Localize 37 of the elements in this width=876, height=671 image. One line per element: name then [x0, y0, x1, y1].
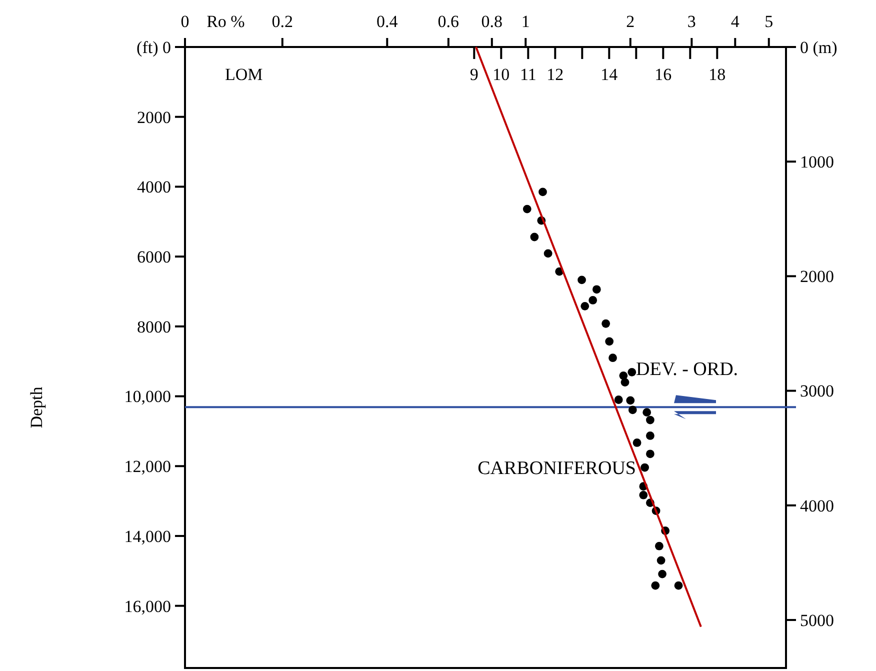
- y2-tick-label: 4000: [800, 496, 834, 516]
- x2-tick-label: 12: [546, 65, 564, 84]
- x-tick-label: 0.8: [481, 12, 503, 31]
- annotation: DEV. - ORD.: [636, 359, 738, 380]
- x2-tick-label: 18: [708, 65, 726, 84]
- y-tick-label: 6000: [137, 248, 171, 267]
- y-tick-label: (ft) 0: [136, 38, 171, 57]
- x2-tick-label: 16: [654, 65, 672, 84]
- y2-tick-label: 2000: [800, 267, 834, 286]
- y-axis-title: Depth: [27, 386, 46, 428]
- x-tick-label: 4: [730, 12, 740, 31]
- y-tick-label: 16,000: [124, 596, 171, 616]
- x2-tick-label: 11: [520, 65, 536, 84]
- y-tick-label: 12,000: [124, 457, 171, 476]
- x-tick-label: 5: [764, 12, 774, 31]
- x2-axis-title: LOM: [225, 65, 263, 84]
- x-tick-label: 0.6: [438, 12, 460, 31]
- y-tick-label: 2000: [137, 108, 171, 127]
- y-tick-label: 4000: [137, 178, 171, 197]
- x-tick-label: 2: [626, 12, 635, 31]
- y-tick-label: 8000: [137, 317, 171, 336]
- y-tick-label: 10,000: [124, 387, 171, 406]
- x-tick-label: 0.4: [376, 12, 398, 31]
- x2-tick-label: 9: [470, 65, 478, 84]
- x-axis-title: Ro %: [206, 12, 245, 31]
- x2-tick-label: 14: [600, 65, 618, 84]
- x-tick-label: 3: [687, 12, 696, 31]
- y2-tick-label: 5000: [800, 610, 834, 630]
- y-tick-label: 14,000: [124, 526, 171, 546]
- y2-tick-label: 0 (m): [800, 38, 838, 57]
- x-tick-label: 0: [180, 12, 190, 31]
- y2-tick-label: 3000: [800, 382, 834, 401]
- x-tick-label: 0.2: [272, 12, 294, 31]
- annotation: CARBONIFEROUS: [478, 458, 636, 480]
- x-tick-label: 1: [521, 12, 530, 31]
- x2-tick-label: 10: [492, 65, 510, 84]
- y2-tick-label: 1000: [800, 152, 834, 172]
